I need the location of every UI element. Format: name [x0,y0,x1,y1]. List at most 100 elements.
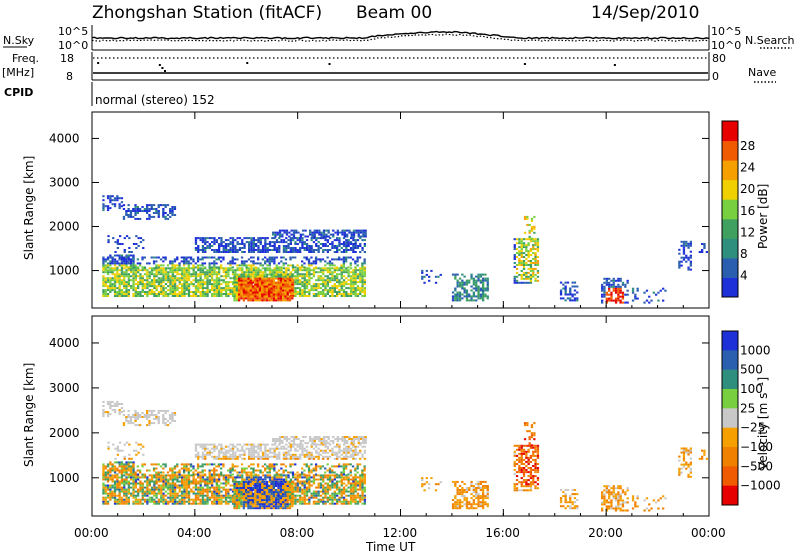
velocity-cell [125,490,128,493]
velocity-cell [231,496,235,499]
velocity-cell [127,416,130,418]
velocity-cell [354,494,357,497]
power-cell [201,241,205,244]
power-cell [236,243,239,245]
power-cell [171,295,174,297]
power-cell [515,242,519,245]
power-cell [245,285,248,288]
velocity-cell [192,492,195,495]
velocity-cell [354,486,357,489]
power-cell [310,256,313,259]
velocity-cell [123,486,126,489]
power-cell [347,275,350,278]
velocity-cell [215,486,218,489]
velocity-cell [137,502,140,505]
power-cell [251,291,255,294]
velocity-cell [174,492,177,495]
power-cell [345,295,348,297]
power-cell [201,237,205,240]
power-cell [286,283,289,286]
power-cell [296,287,299,290]
power-cell [116,267,119,270]
power-cell [104,289,107,292]
power-cell [270,295,273,298]
velocity-cell [352,498,355,501]
power-cell [197,269,200,272]
power-cell [240,273,243,276]
power-cell [146,283,149,286]
velocity-cell [143,416,146,418]
velocity-cell [324,492,327,495]
power-cell [329,273,332,276]
power-cell [347,243,350,245]
power-cell [242,275,245,278]
power-cell [338,245,341,247]
velocity-cell [324,500,327,503]
power-cell [125,266,128,269]
velocity-cell [187,476,191,479]
power-cell [634,297,637,300]
power-cell [525,258,528,260]
power-cell [354,279,357,282]
power-cell [201,271,205,274]
power-cell [231,266,234,269]
velocity-cell [141,486,144,489]
power-cell [206,285,209,288]
velocity-cell [102,486,105,489]
power-cell [242,281,245,284]
power-cell [282,287,285,290]
power-cell [127,283,130,286]
velocity-cell [169,492,172,495]
power-cell [283,229,286,232]
power-cell [150,208,153,210]
power-cell [605,301,608,304]
power-cell [345,271,348,274]
power-cell [287,264,290,267]
power-cell [621,293,625,296]
velocity-cell [132,416,135,418]
velocity-cell [120,480,124,483]
power-cell [169,208,172,210]
power-cell [332,233,335,236]
power-cell [146,287,149,290]
power-cell [118,295,121,297]
velocity-cell [308,480,311,483]
velocity-cell [352,478,355,481]
velocity-cell [132,500,135,503]
power-cell [324,279,327,282]
velocity-cell [331,496,334,499]
velocity-cell [148,488,151,491]
power-cell [352,235,356,238]
velocity-cell [118,403,121,405]
power-cell [268,271,272,274]
power-cell [116,195,119,198]
velocity-cell [359,478,362,481]
power-cell [689,260,692,263]
power-cell [430,269,433,272]
power-cell [305,285,309,288]
velocity-cell [336,492,339,495]
power-cell [171,291,174,293]
power-cell [174,289,177,292]
power-cell [601,283,604,286]
power-cell [678,262,681,265]
power-cell [342,251,346,253]
power-cell [312,275,316,278]
power-cell [286,289,289,292]
power-cell [169,212,172,214]
power-cell [343,233,346,236]
power-cell [569,291,572,294]
velocity-cell [116,488,119,491]
power-cell [194,262,197,265]
velocity-cell [310,476,313,479]
power-cell [251,287,255,290]
power-cell [299,247,302,249]
velocity-cell [155,473,158,476]
power-cell [296,277,299,280]
power-cell [534,242,537,245]
velocity-cell [118,494,121,497]
power-cell [278,229,282,232]
power-cell [536,262,540,264]
power-cell [213,256,216,259]
power-cell [238,264,241,267]
